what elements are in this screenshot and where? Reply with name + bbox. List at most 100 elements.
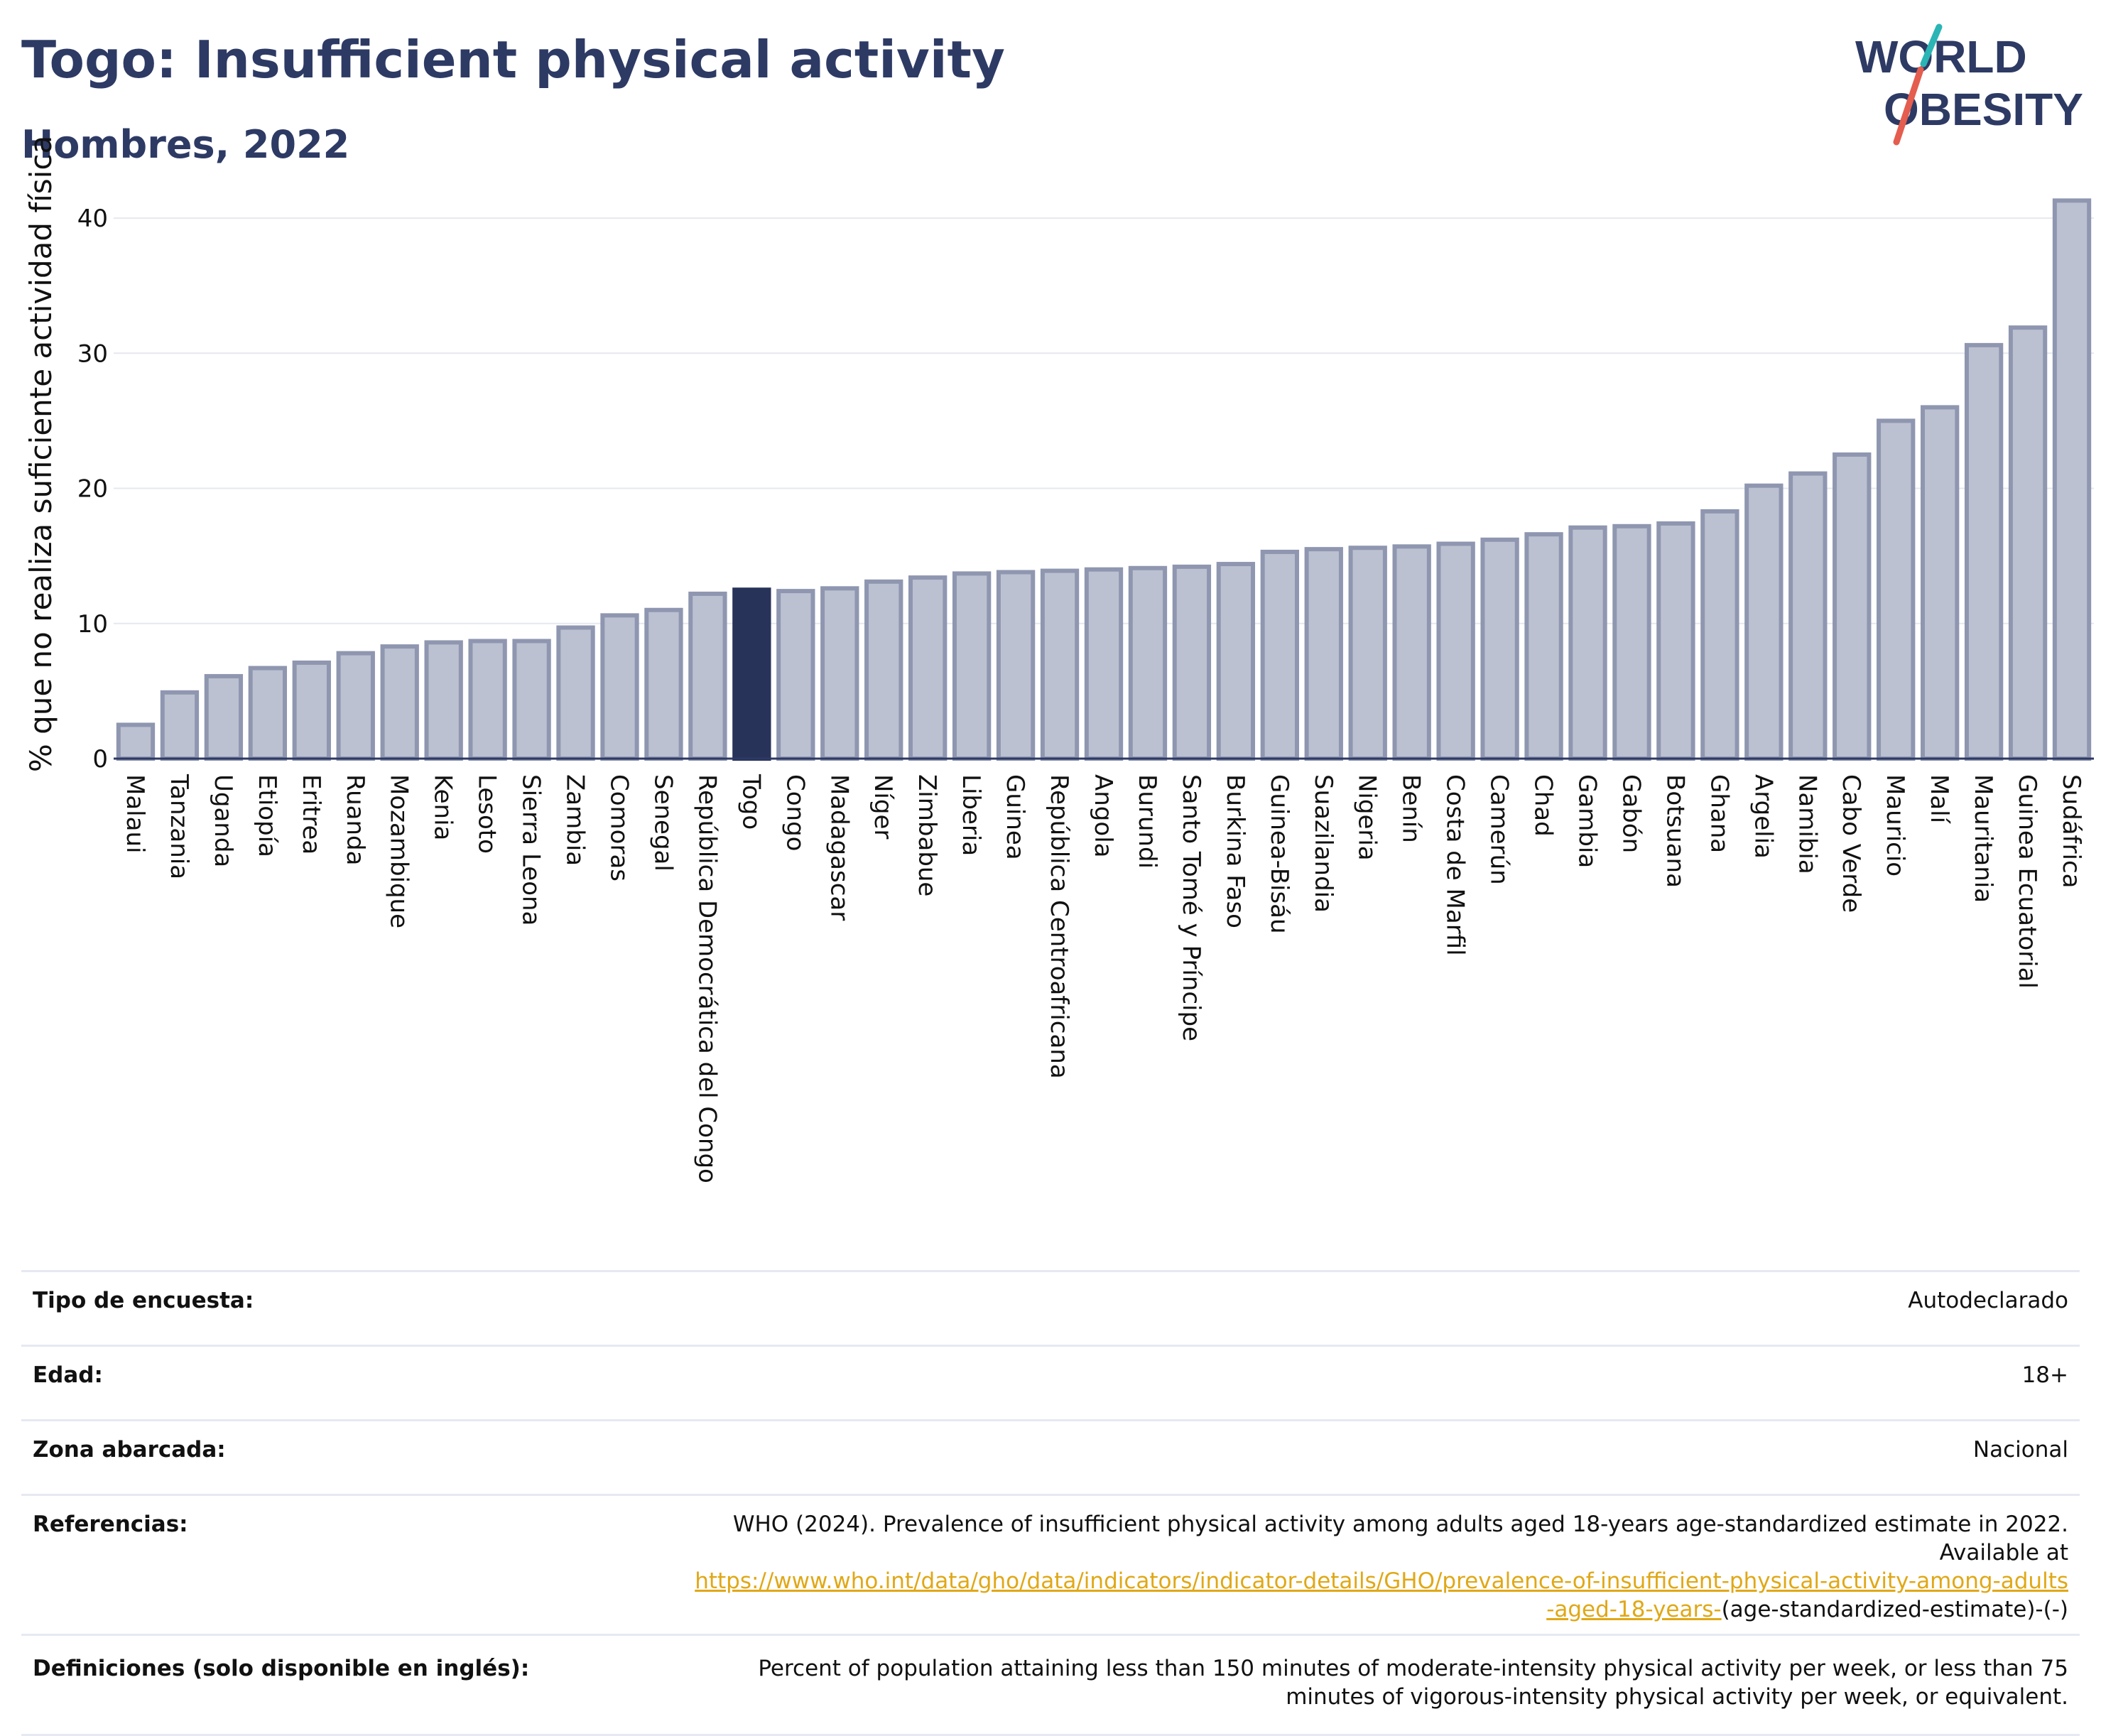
info-row-references: Referencias: WHO (2024). Prevalence of i… (21, 1494, 2080, 1635)
bar-malaui (116, 722, 156, 761)
x-tick-label: Congo (781, 774, 809, 851)
x-tick-label: Níger (869, 774, 897, 839)
bar-liberia (952, 571, 992, 761)
references-suffix: (age-standardized-estimate)-(-) (1721, 1597, 2068, 1622)
x-tick-label: Gambia (1573, 774, 1602, 868)
y-tick-label: 40 (77, 205, 108, 233)
bar-gambia (1568, 525, 1607, 761)
bar-cabo-verde (1833, 452, 1872, 761)
y-tick-label: 30 (77, 340, 108, 368)
bar-camerún (1480, 537, 1519, 761)
bar-costa-de-marfil (1436, 541, 1475, 761)
info-row-survey: Tipo de encuesta: Autodeclarado (21, 1270, 2080, 1346)
bar-mauritania (1964, 342, 2004, 761)
x-tick-label: Malí (1925, 774, 1953, 825)
age-value: 18+ (683, 1345, 2080, 1421)
bar-eritrea (292, 660, 331, 761)
x-tick-label: Gabón (1617, 774, 1645, 853)
age-label: Edad: (21, 1345, 683, 1421)
bar-lesoto (468, 639, 507, 761)
area-value: Nacional (683, 1419, 2080, 1495)
x-tick-label: Mauritania (1969, 774, 1997, 903)
survey-type-label: Tipo de encuesta: (21, 1270, 683, 1346)
x-tick-label: Sudáfrica (2057, 774, 2085, 888)
x-tick-label: Namibia (1793, 774, 1821, 874)
x-tick-label: Botsuana (1661, 774, 1689, 888)
y-tick-label: 0 (92, 745, 108, 774)
bar-malí (1920, 405, 1960, 761)
y-ticks: 0 10 20 30 40 (77, 205, 108, 774)
references-link[interactable]: https://www.who.int/data/gho/data/indica… (695, 1568, 2068, 1622)
bar-mauricio (1877, 418, 1916, 761)
bar-angola (1084, 567, 1124, 761)
x-tick-label: Etiopía (253, 774, 281, 857)
x-tick-label: Uganda (209, 774, 237, 867)
bar-santo-tomé-y-príncipe (1172, 564, 1212, 761)
info-row-area: Zona abarcada: Nacional (21, 1419, 2080, 1495)
bar-benín (1392, 544, 1431, 761)
bar-nigeria (1348, 546, 1387, 761)
y-tick-label: 20 (77, 475, 108, 504)
bar-chart: 0 10 20 30 40 Malaui Tanzania Uganda Etiopía Eri… (23, 136, 2094, 1183)
bar-uganda (204, 673, 244, 761)
x-tick-label: Togo (737, 774, 765, 830)
bar-tanzania (160, 690, 200, 761)
references-label: Referencias: (21, 1494, 683, 1635)
logo-slash-teal (1920, 23, 1943, 67)
bar-chad (1524, 532, 1563, 761)
x-tick-label: República Centroafricana (1045, 774, 1073, 1079)
logo-line2: OBESITY (1884, 84, 2083, 135)
x-tick-label: Ghana (1705, 774, 1733, 853)
x-tick-label: Mozambique (385, 774, 413, 928)
bar-ruanda (336, 651, 375, 761)
x-tick-label: Liberia (957, 774, 985, 856)
bar-comoras (600, 613, 639, 761)
y-tick-label: 10 (77, 610, 108, 639)
x-tick-label: República Democrática del Congo (693, 774, 721, 1183)
x-tick-label: Costa de Marfil (1441, 774, 1470, 956)
x-tick-label: Lesoto (473, 774, 501, 854)
x-tick-label: Guinea (1001, 774, 1029, 860)
area-label: Zona abarcada: (21, 1419, 683, 1495)
bar-guinea (996, 570, 1036, 761)
x-tick-label: Tanzania (165, 774, 193, 879)
bar-gabón (1612, 523, 1651, 761)
x-tick-label: Kenia (429, 774, 457, 840)
x-tick-label: Benín (1397, 774, 1426, 843)
bar-ghana (1700, 509, 1739, 761)
chart-title: Togo: Insufficient physical activity (21, 30, 1005, 89)
x-tick-label: Camerún (1485, 774, 1514, 885)
x-tick-label: Burkina Faso (1221, 774, 1249, 928)
references-value: WHO (2024). Prevalence of insufficient p… (683, 1494, 2080, 1635)
references-text: WHO (2024). Prevalence of insufficient p… (732, 1512, 2068, 1566)
x-tick-label: Zambia (561, 774, 590, 866)
x-tick-label: Chad (1529, 774, 1558, 837)
x-tick-label: Suazilandia (1309, 774, 1337, 913)
logo-line1: WORLD (1855, 31, 2027, 82)
x-ticks: Malaui Tanzania Uganda Etiopía Eritrea Ruanda… (121, 774, 2085, 1183)
world-obesity-logo: WORLD OBESITY (1855, 23, 2083, 146)
x-tick-label: Nigeria (1353, 774, 1381, 861)
info-table: Tipo de encuesta: Autodeclarado Edad: 18… (21, 1270, 2080, 1736)
x-tick-label: Senegal (648, 774, 677, 872)
info-row-definitions: Definiciones (solo disponible en inglés)… (21, 1634, 2080, 1736)
y-axis-label: % que no realiza suficiente actividad fí… (23, 136, 58, 772)
x-tick-label: Ruanda (341, 774, 369, 865)
bar-suazilandia (1304, 547, 1343, 761)
x-tick-label: Madagascar (825, 774, 853, 921)
bar-burkina-faso (1216, 562, 1256, 761)
bar-congo (776, 589, 815, 761)
bar-mozambique (380, 644, 419, 761)
bar-guinea-ecuatorial (2008, 325, 2048, 761)
x-tick-label: Guinea Ecuatorial (2013, 774, 2041, 989)
bar-república-centroafricana (1040, 568, 1080, 761)
x-tick-label: Angola (1089, 774, 1117, 857)
bar-república-democrática-del-congo (688, 591, 727, 761)
x-tick-label: Zimbabue (913, 774, 941, 896)
x-tick-label: Comoras (604, 774, 633, 881)
x-tick-label: Cabo Verde (1837, 774, 1865, 913)
x-tick-label: Malaui (121, 774, 149, 853)
x-tick-label: Sierra Leona (517, 774, 545, 926)
definitions-value: Percent of population attaining less tha… (683, 1634, 2080, 1736)
definitions-label: Definiciones (solo disponible en inglés)… (21, 1634, 683, 1736)
